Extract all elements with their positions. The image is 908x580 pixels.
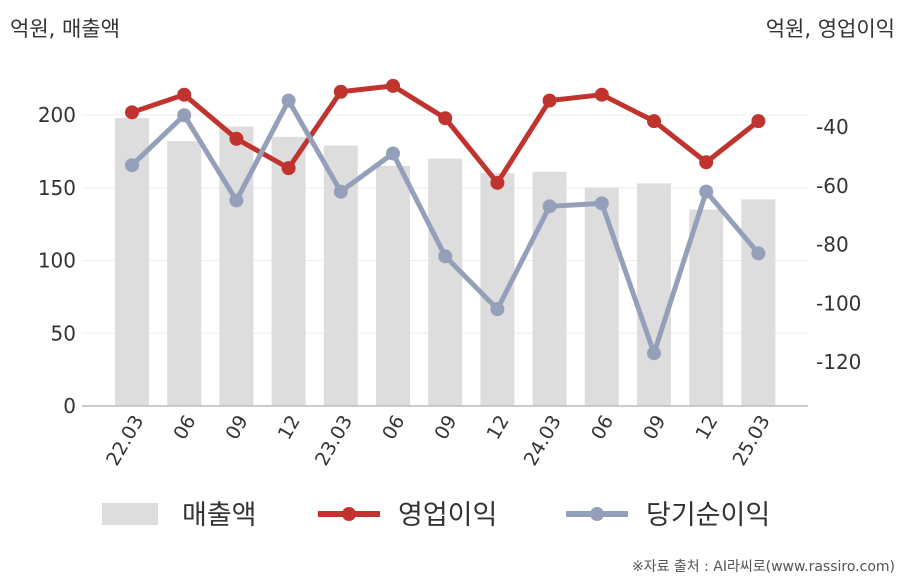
- x-tick-label: 12: [483, 412, 514, 444]
- x-tick-label: 09: [430, 412, 461, 444]
- legend: 매출액 영업이익 당기순이익: [102, 500, 770, 531]
- data-point: [699, 155, 714, 170]
- right-tick-label: -40: [816, 115, 849, 139]
- data-point: [333, 184, 348, 199]
- bar: [637, 183, 671, 406]
- left-tick-label: 100: [38, 249, 76, 273]
- left-axis-unit-label: 억원, 매출액: [10, 17, 120, 41]
- data-point: [281, 161, 296, 176]
- data-point: [438, 249, 453, 264]
- legend-label: 당기순이익: [646, 500, 770, 531]
- legend-swatch-dot: [590, 507, 604, 521]
- bar: [741, 199, 776, 406]
- right-tick-label: -80: [816, 233, 849, 257]
- right-tick-label: -60: [816, 174, 849, 198]
- x-tick-label: 22.03: [102, 412, 148, 470]
- right-axis-unit-label: 억원, 영업이익: [766, 17, 895, 41]
- data-point: [594, 87, 609, 102]
- left-tick-label: 150: [38, 176, 76, 200]
- data-point: [490, 175, 505, 190]
- x-tick-label: 06: [587, 412, 618, 444]
- data-point: [177, 87, 192, 102]
- source-note: ※자료 출처 : AI라씨로(www.rassiro.com): [632, 559, 895, 575]
- right-tick-label: -120: [816, 350, 861, 374]
- x-tick-label: 06: [378, 412, 409, 444]
- x-tick-label: 23.03: [311, 412, 357, 470]
- data-point: [386, 146, 400, 161]
- data-point: [281, 93, 296, 108]
- data-point: [542, 199, 557, 214]
- x-tick-label: 06: [169, 412, 200, 444]
- data-point: [125, 105, 139, 120]
- line-series: [125, 78, 766, 361]
- data-point: [751, 246, 766, 261]
- left-tick-label: 200: [38, 103, 76, 127]
- left-axis-ticks: 0 50 100 150 200: [38, 103, 76, 418]
- x-tick-label: 12: [691, 412, 722, 444]
- x-tick-label: 09: [639, 412, 670, 444]
- x-tick-label: 12: [274, 412, 305, 444]
- x-tick-label: 25.03: [728, 412, 774, 470]
- bar: [376, 165, 410, 406]
- bar: [584, 187, 619, 406]
- data-point: [229, 193, 244, 208]
- right-tick-label: -100: [816, 291, 861, 315]
- x-axis-ticks: 22.03 06 09 12 23.03 06 09 12 24.03 06 09 12 25.03: [102, 412, 775, 470]
- data-point: [751, 114, 766, 129]
- left-tick-label: 50: [51, 321, 76, 345]
- data-point: [386, 78, 400, 93]
- data-point: [229, 131, 244, 146]
- legend-swatch: [102, 503, 158, 525]
- bar: [689, 209, 724, 406]
- bar: [271, 136, 306, 406]
- legend-label: 매출액: [182, 500, 257, 531]
- legend-swatch-dot: [342, 507, 356, 521]
- x-tick-label: 24.03: [520, 412, 566, 470]
- right-axis-ticks: -40 -60 -80 -100 -120: [816, 115, 861, 374]
- data-point: [594, 196, 609, 211]
- data-point: [177, 108, 192, 123]
- bar: [167, 141, 202, 406]
- data-point: [647, 114, 661, 129]
- data-point: [490, 302, 505, 317]
- legend-label: 영업이익: [398, 500, 497, 531]
- data-point: [438, 111, 453, 126]
- data-point: [542, 93, 557, 108]
- bar: [219, 126, 254, 406]
- bar: [428, 158, 463, 406]
- data-point: [647, 346, 661, 361]
- data-point: [333, 84, 348, 99]
- data-point: [699, 184, 714, 199]
- x-tick-label: 09: [222, 412, 253, 444]
- data-point: [125, 158, 139, 173]
- left-tick-label: 0: [63, 394, 76, 418]
